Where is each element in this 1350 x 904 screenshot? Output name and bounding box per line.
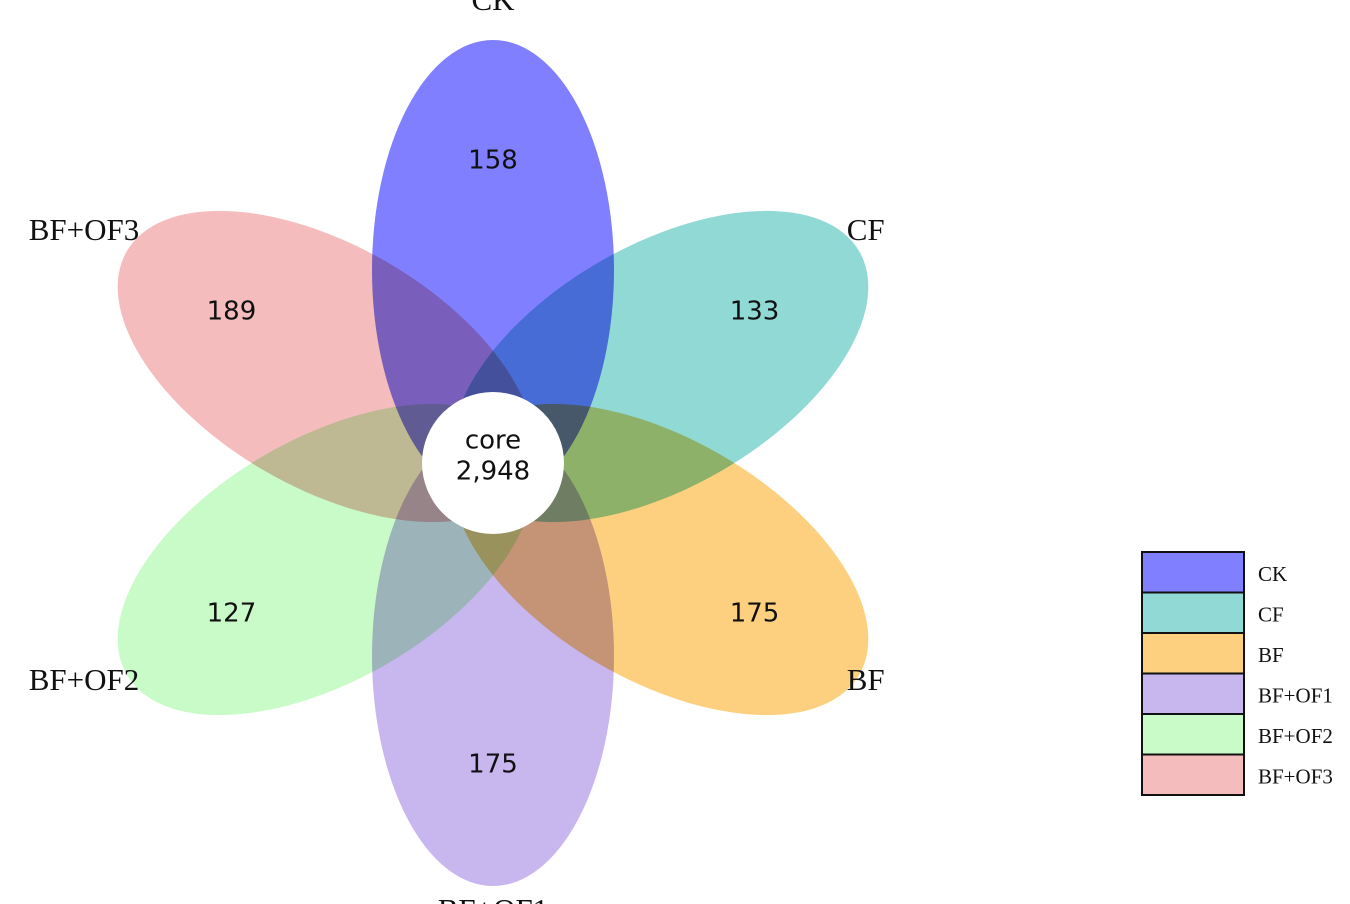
petal-name: BF+OF2 — [29, 662, 140, 697]
legend-label: BF+OF3 — [1258, 764, 1333, 788]
petal-value: 127 — [207, 599, 257, 629]
legend-label: BF+OF1 — [1258, 683, 1333, 707]
petal-name: BF+OF3 — [29, 212, 140, 247]
legend-swatch — [1141, 753, 1245, 796]
legend-swatch — [1141, 672, 1245, 715]
legend-swatch — [1141, 632, 1245, 675]
legend-swatch — [1141, 591, 1245, 634]
legend-label: BF+OF2 — [1258, 724, 1333, 748]
petal-value: 133 — [730, 297, 780, 327]
legend-label: BF — [1258, 643, 1284, 667]
legend-label: CF — [1258, 602, 1284, 626]
petal-name: CK — [471, 0, 515, 17]
legend-label: CK — [1258, 562, 1287, 586]
petal-value: 175 — [468, 750, 518, 780]
legend-swatch — [1141, 713, 1245, 756]
petal-name: BF — [847, 662, 885, 697]
petal-name: CF — [847, 212, 885, 247]
petal-value: 158 — [468, 146, 518, 176]
petal-value: 175 — [730, 599, 780, 629]
legend-swatch — [1141, 551, 1245, 594]
labels: 158 CK CK 133 CF CF 175 BF BF 175 BF+OF1 BF+OF1 127 B… — [29, 0, 1333, 904]
core-name: core — [465, 426, 521, 456]
core-circle — [422, 392, 564, 534]
core-value: 2,948 — [456, 457, 530, 487]
petal-value: 189 — [207, 297, 257, 327]
petal-name: BF+OF1 — [438, 892, 549, 904]
